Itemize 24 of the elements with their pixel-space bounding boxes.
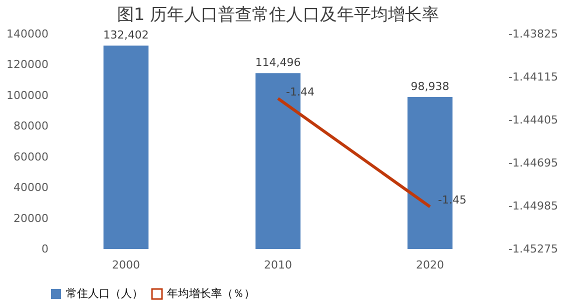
chart-title: 图1 历年人口普查常住人口及年平均增长率 [116, 5, 440, 25]
legend-label: 常住人口（人） [66, 287, 143, 300]
y-tick-label: 40000 [14, 181, 48, 194]
y-tick-label: 80000 [14, 120, 48, 133]
x-tick-label: 2010 [264, 258, 292, 272]
y2-tick-label: -1.43825 [508, 28, 558, 40]
y-tick-label: 100000 [6, 88, 48, 102]
legend-label: 年均增长率（％） [167, 287, 255, 300]
y2-tick-label: -1.45275 [508, 242, 558, 256]
y2-tick-label: -1.44115 [508, 70, 558, 84]
y-tick-label: 60000 [14, 150, 48, 164]
y2-tick-label: -1.44695 [508, 156, 558, 170]
data-label: 114,496 [255, 56, 301, 70]
y-tick-label: 120000 [6, 58, 48, 72]
y-tick-label: 140000 [6, 28, 48, 40]
x-tick-label: 2020 [416, 258, 444, 272]
y-tick-label: 0 [42, 242, 48, 256]
y2-tick-label: -1.44985 [508, 200, 558, 212]
y-tick-label: 20000 [14, 212, 48, 225]
x-tick-label: 2000 [112, 258, 140, 272]
data-label: 98,938 [410, 80, 450, 94]
data-label: 132,402 [103, 28, 149, 42]
bar [104, 46, 148, 249]
y2-tick-label: -1.44405 [508, 114, 558, 126]
